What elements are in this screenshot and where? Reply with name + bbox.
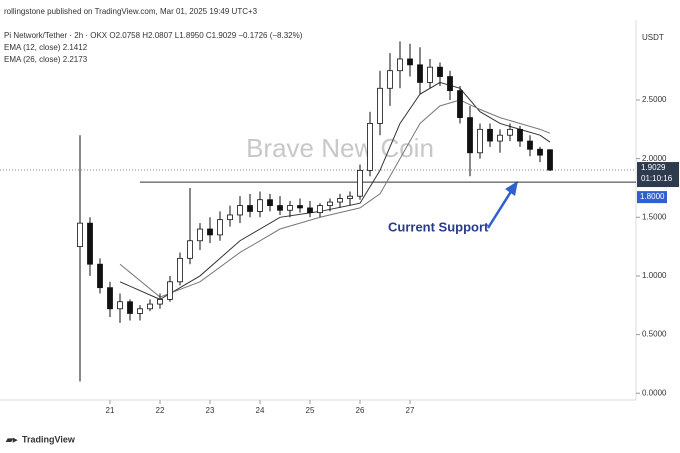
candle-body <box>167 281 173 300</box>
currency: USDT <box>642 33 664 42</box>
candle-body <box>227 214 233 221</box>
candle-body <box>127 301 133 314</box>
candle-body <box>377 87 383 124</box>
x-tick-label: 23 <box>206 406 215 415</box>
candle-body <box>107 287 113 310</box>
y-tick-label: 2.0000 <box>642 154 667 163</box>
arrow <box>486 189 514 229</box>
candle-body <box>317 205 323 214</box>
y-tick-label: 1.5000 <box>642 212 667 221</box>
y-tick-label: 0.5000 <box>642 330 667 339</box>
candle-body <box>217 219 223 236</box>
candle-body <box>507 128 513 136</box>
candle-body <box>437 66 443 77</box>
x-tick-label: 25 <box>306 406 315 415</box>
watermark: Brave New Coin <box>246 133 434 163</box>
candle-body <box>527 140 533 150</box>
candle-body <box>367 123 373 171</box>
last-price-box <box>637 162 679 188</box>
candle-body <box>547 149 553 171</box>
candle-body <box>87 222 93 265</box>
candle-body <box>417 64 423 83</box>
candle-body <box>447 76 453 92</box>
candle-body <box>427 66 433 83</box>
candle-body <box>97 263 103 289</box>
y-tick-label: 1.0000 <box>642 271 667 280</box>
ema-line <box>119 99 551 298</box>
candle-body <box>477 128 483 154</box>
x-tick-label: 26 <box>356 406 365 415</box>
candle-body <box>77 222 83 248</box>
y-tick-label: 0.0000 <box>642 388 667 397</box>
candle-body <box>337 198 343 203</box>
candle-body <box>297 205 303 209</box>
candle-body <box>307 207 313 214</box>
arrow-head <box>505 181 518 196</box>
candle-body <box>257 199 263 212</box>
candle-body <box>397 58 403 72</box>
x-tick-label: 24 <box>256 406 265 415</box>
ema-line <box>119 81 551 300</box>
candle-body <box>327 201 333 206</box>
x-tick-label: 27 <box>406 406 415 415</box>
candle-body <box>277 205 283 211</box>
candle-body <box>147 303 153 310</box>
x-tick-label: 21 <box>106 406 115 415</box>
candle-body <box>157 298 163 305</box>
candle-body <box>137 308 143 314</box>
candle-body <box>207 228 213 236</box>
candle-body <box>287 205 293 211</box>
support-box <box>637 191 667 204</box>
candle-body <box>197 228 203 242</box>
candle-body <box>347 195 353 199</box>
candle-body <box>187 240 193 259</box>
y-tick-label: 2.5000 <box>642 95 667 104</box>
last-price-label: 1.9029 <box>641 163 666 172</box>
logo: ▰▸ <box>5 434 18 444</box>
footer: TradingView <box>22 434 76 444</box>
x-tick-label: 22 <box>156 406 165 415</box>
support-label: 1.8000 <box>640 192 665 201</box>
annotation: Current Support <box>388 219 489 234</box>
chart-title: Pi Network/Tether · 2h · OKX O2.0758 H2.… <box>4 31 303 40</box>
candle-body <box>497 134 503 142</box>
candle-body <box>117 301 123 310</box>
candle-body <box>457 90 463 119</box>
legend-entry: EMA (26, close) 2.2173 <box>4 55 88 64</box>
candle-body <box>247 205 253 212</box>
candle-body <box>177 257 183 283</box>
candle-body <box>487 128 493 142</box>
candle-body <box>467 117 473 154</box>
candle-body <box>357 169 363 197</box>
candle-body <box>537 148 543 156</box>
legend-entry: EMA (12, close) 2.1412 <box>4 43 88 52</box>
candle-body <box>387 70 393 89</box>
candle-body <box>237 205 243 216</box>
countdown: 01:10:16 <box>641 174 673 183</box>
header: rollingstone published on TradingView.co… <box>4 7 258 16</box>
candle-body <box>267 199 273 206</box>
candle-body <box>517 128 523 142</box>
candle-body <box>407 58 413 66</box>
